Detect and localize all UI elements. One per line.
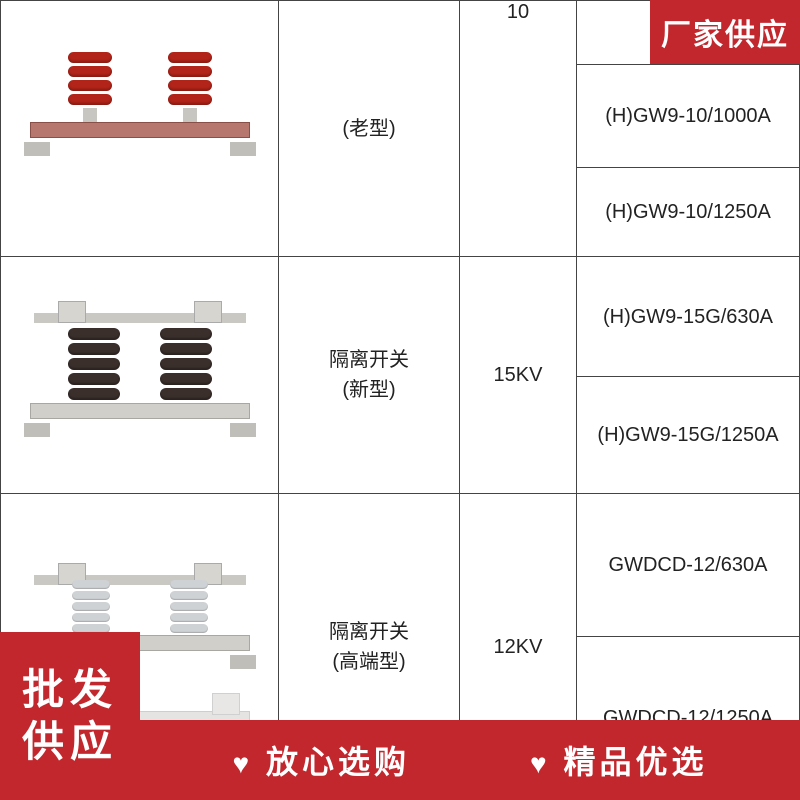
page-root: (老型) 10 (H)GW9-10/1000A (H)GW9-10/1250A: [0, 0, 800, 800]
model-label: (H)GW9-15G/630A: [603, 302, 773, 332]
bottom-bar-left-group: ♥ 放心选购: [232, 737, 410, 783]
model-cell: (H)GW9-10/1000A: [576, 64, 800, 168]
model-label: (H)GW9-15G/1250A: [597, 420, 778, 450]
type-label-block: 隔离开关 (新型): [329, 345, 409, 405]
voltage-label: 12KV: [494, 632, 543, 662]
badge-bottom-left: 批发 供应: [0, 632, 140, 800]
badge-bl-line2: 供应: [22, 716, 118, 769]
type-cell-new: 隔离开关 (新型): [278, 256, 460, 494]
product-new-type: [20, 295, 260, 455]
bottom-bar-right-text: 精品优选: [564, 744, 708, 780]
model-label: (H)GW9-10/1250A: [605, 197, 771, 227]
voltage-cell-10: 10: [459, 0, 577, 257]
product-old-type: [20, 14, 260, 174]
image-cell-new: [0, 256, 279, 494]
badge-bl-line1: 批发: [22, 664, 118, 717]
voltage-cell-15kv: 15KV: [459, 256, 577, 494]
model-cell: GWDCD-12/630A: [576, 493, 800, 637]
image-cell-old: [0, 0, 279, 257]
type-label-line2: (新型): [329, 375, 409, 405]
model-cell: (H)GW9-15G/1250A: [576, 376, 800, 494]
heart-icon: ♥: [530, 748, 551, 779]
type-label-block: 隔离开关 (高端型): [329, 617, 409, 677]
bottom-bar-right-group: ♥ 精品优选: [530, 737, 708, 783]
badge-top-right-text: 厂家供应: [661, 10, 789, 54]
type-label-line2: (高端型): [329, 647, 409, 677]
model-cell: (H)GW9-15G/630A: [576, 256, 800, 377]
badge-top-right: 厂家供应: [650, 0, 800, 64]
type-cell-old: (老型): [278, 0, 460, 257]
type-label: (老型): [342, 114, 395, 144]
voltage-label: 15KV: [494, 360, 543, 390]
type-label-line1: 隔离开关: [329, 617, 409, 647]
bottom-bar-left-text: 放心选购: [266, 744, 410, 780]
bottom-promo-bar: ♥ 放心选购 ♥ 精品优选: [140, 720, 800, 800]
heart-icon: ♥: [232, 748, 253, 779]
type-label-line1: 隔离开关: [329, 345, 409, 375]
model-cell: (H)GW9-10/1250A: [576, 167, 800, 257]
badge-bottom-left-text: 批发 供应: [22, 664, 118, 769]
model-label: (H)GW9-10/1000A: [605, 101, 771, 131]
model-label: GWDCD-12/630A: [609, 550, 768, 580]
voltage-label: 10: [507, 0, 529, 27]
